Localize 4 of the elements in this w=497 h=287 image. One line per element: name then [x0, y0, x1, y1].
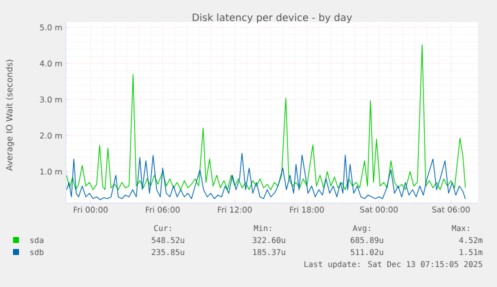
line-series — [66, 152, 466, 200]
chart-title: Disk latency per device - by day — [192, 13, 352, 24]
y-axis-title: Average IO Wait (seconds) — [6, 60, 14, 171]
line-series — [66, 44, 466, 190]
